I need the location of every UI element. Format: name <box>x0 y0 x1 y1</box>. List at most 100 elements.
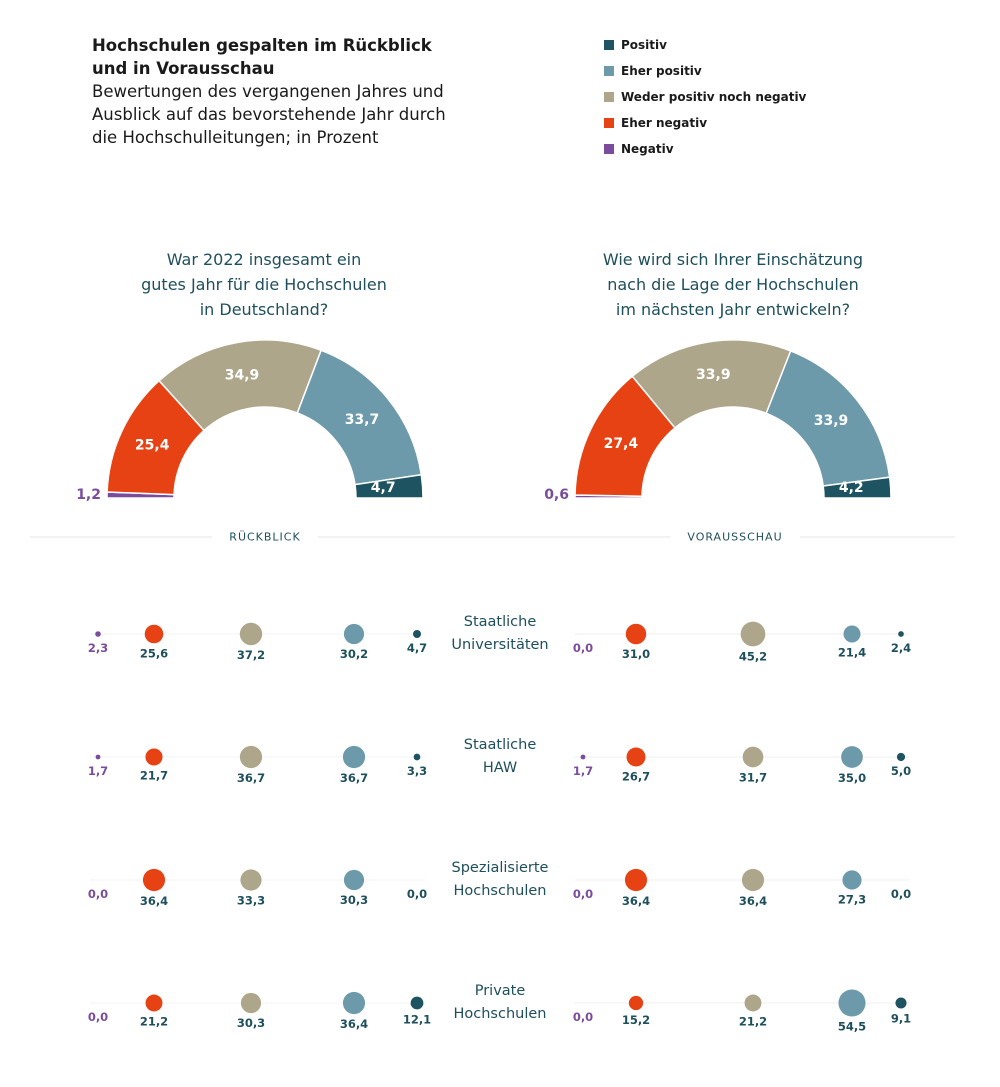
bubble-eher-positiv <box>343 623 365 645</box>
question-left-line-2: gutes Jahr für die Hochschulen <box>141 275 387 294</box>
bubble-label-eher-positiv: 30,3 <box>340 893 368 907</box>
bubble-weder-positiv-noch-negativ <box>740 621 766 647</box>
bubble-label-eher-negativ: 36,4 <box>622 894 650 908</box>
bubble-label-weder-positiv-noch-negativ: 31,7 <box>739 770 767 784</box>
bubble-label-eher-positiv: 27,3 <box>838 893 866 907</box>
bubble-label-negativ: 1,7 <box>88 764 108 778</box>
row-label-line-1: Spezialisierte <box>452 860 549 876</box>
legend-swatch <box>604 40 614 50</box>
bubble-eher-positiv <box>842 870 862 890</box>
bubble-positiv <box>413 630 421 638</box>
legend-swatch <box>604 92 614 102</box>
section-label-vorausschau: VORAUSSCHAU <box>687 531 782 544</box>
bubble-positiv <box>410 996 424 1010</box>
question-right-line-1: Wie wird sich Ihrer Einschätzung <box>602 250 864 269</box>
legend-label: Eher positiv <box>621 64 702 78</box>
bubble-eher-positiv <box>342 991 366 1015</box>
bubble-label-weder-positiv-noch-negativ: 37,2 <box>237 648 265 662</box>
bubble-label-weder-positiv-noch-negativ: 30,3 <box>237 1016 265 1030</box>
bubble-label-weder-positiv-noch-negativ: 36,4 <box>739 894 767 908</box>
bubble-eher-positiv <box>841 746 863 768</box>
bubble-positiv <box>898 631 904 637</box>
row-label-line-1: Private <box>475 983 526 999</box>
legend-label: Positiv <box>621 38 667 52</box>
bubble-label-positiv: 5,0 <box>891 764 911 778</box>
donut-label-positiv: 4,2 <box>839 480 864 496</box>
chart-subtitle-line-3: die Hochschulleitungen; in Prozent <box>92 128 379 147</box>
bubble-label-eher-positiv: 36,4 <box>340 1017 368 1031</box>
bubble-label-positiv: 4,7 <box>407 641 427 655</box>
bubble-eher-negativ <box>624 868 648 892</box>
bubble-negativ <box>580 754 586 760</box>
row-label-line-2: Universitäten <box>451 637 548 653</box>
bubble-label-eher-negativ: 31,0 <box>622 647 650 661</box>
bubble-label-negativ: 2,3 <box>88 641 108 655</box>
bubble-row-staatliche-universit-ten: Staatliche Universitäten 2,3 25,6 37,2 30,2 4,… <box>88 614 911 663</box>
bubble-label-eher-positiv: 21,4 <box>838 645 866 659</box>
bubble-label-eher-positiv: 36,7 <box>340 771 368 785</box>
donut-label-weder-positiv-noch-negativ: 34,9 <box>225 368 260 384</box>
legend-swatch <box>604 118 614 128</box>
question-left: War 2022 insgesamt ein gutes Jahr für di… <box>74 247 454 322</box>
legend: Positiv Eher positiv Weder positiv noch … <box>604 32 806 162</box>
bubble-eher-negativ <box>145 994 163 1012</box>
bubble-eher-negativ <box>626 747 646 767</box>
bubble-eher-positiv <box>343 869 365 891</box>
chart-title-line-2: und in Vorausschau <box>92 59 275 78</box>
question-right: Wie wird sich Ihrer Einschätzung nach di… <box>543 247 923 322</box>
bubble-positiv <box>895 997 907 1009</box>
bubble-label-positiv: 3,3 <box>407 764 427 778</box>
bubble-label-eher-negativ: 15,2 <box>622 1013 650 1027</box>
bubble-eher-positiv <box>843 625 861 643</box>
legend-item-eher-negativ: Eher negativ <box>604 110 806 136</box>
donut-label-negativ: 1,2 <box>76 487 101 503</box>
bubble-label-negativ: 0,0 <box>573 641 593 655</box>
bubble-label-eher-negativ: 21,7 <box>140 769 168 783</box>
bubble-label-positiv: 2,4 <box>891 641 911 655</box>
bubble-eher-negativ <box>628 995 644 1011</box>
bubble-negativ <box>95 631 101 637</box>
section-label-rueckblick: RÜCKBLICK <box>229 531 300 544</box>
half-donut-chart-vorausschau: 0,6 27,4 33,9 33,9 4,2 <box>544 339 892 503</box>
bubble-label-weder-positiv-noch-negativ: 45,2 <box>739 649 767 663</box>
bubble-label-negativ: 0,0 <box>573 887 593 901</box>
bubble-label-eher-positiv: 54,5 <box>838 1020 866 1034</box>
donut-label-eher-negativ: 25,4 <box>135 437 170 453</box>
bubble-label-weder-positiv-noch-negativ: 21,2 <box>739 1014 767 1028</box>
legend-item-negativ: Negativ <box>604 136 806 162</box>
bubble-label-eher-negativ: 36,4 <box>140 894 168 908</box>
half-donut-chart-rueckblick: 1,2 25,4 34,9 33,7 4,7 <box>76 339 424 503</box>
bubble-negativ <box>95 754 101 760</box>
donut-label-positiv: 4,7 <box>371 480 396 496</box>
legend-item-positiv: Positiv <box>604 32 806 58</box>
bubble-weder-positiv-noch-negativ <box>742 746 764 768</box>
bubble-positiv <box>413 753 421 761</box>
legend-swatch <box>604 144 614 154</box>
chart-title-line-1: Hochschulen gespalten im Rückblick <box>92 36 432 55</box>
question-right-line-2: nach die Lage der Hochschulen <box>607 275 859 294</box>
question-left-line-3: in Deutschland? <box>199 300 329 319</box>
donut-label-weder-positiv-noch-negativ: 33,9 <box>696 367 731 383</box>
bubble-label-positiv: 0,0 <box>407 887 427 901</box>
bubble-weder-positiv-noch-negativ <box>239 622 263 646</box>
bubble-weder-positiv-noch-negativ <box>240 869 262 891</box>
row-label-line-1: Staatliche <box>464 737 537 753</box>
bubble-label-weder-positiv-noch-negativ: 36,7 <box>237 771 265 785</box>
donut-slice-positiv <box>822 476 892 499</box>
bubble-eher-negativ <box>144 624 164 644</box>
bubble-weder-positiv-noch-negativ <box>240 992 262 1014</box>
bubble-label-negativ: 0,0 <box>88 887 108 901</box>
question-left-line-1: War 2022 insgesamt ein <box>166 250 362 269</box>
bubble-positiv <box>896 752 906 762</box>
bubble-row-staatliche-haw: Staatliche HAW 1,7 21,7 36,7 36,7 3,3 1,7 26,7 31… <box>88 737 911 785</box>
donut-label-negativ: 0,6 <box>544 487 569 503</box>
legend-label: Negativ <box>621 142 674 156</box>
legend-swatch <box>604 66 614 76</box>
bubble-eher-negativ <box>145 748 163 766</box>
bubble-label-eher-negativ: 26,7 <box>622 769 650 783</box>
donut-label-eher-positiv: 33,9 <box>814 413 849 429</box>
bubble-row-private-hochschulen: Private Hochschulen 0,0 21,2 30,3 36,4 12,1 0,0… <box>88 983 911 1034</box>
bubble-label-eher-negativ: 25,6 <box>140 646 168 660</box>
row-label-line-1: Staatliche <box>464 614 537 630</box>
